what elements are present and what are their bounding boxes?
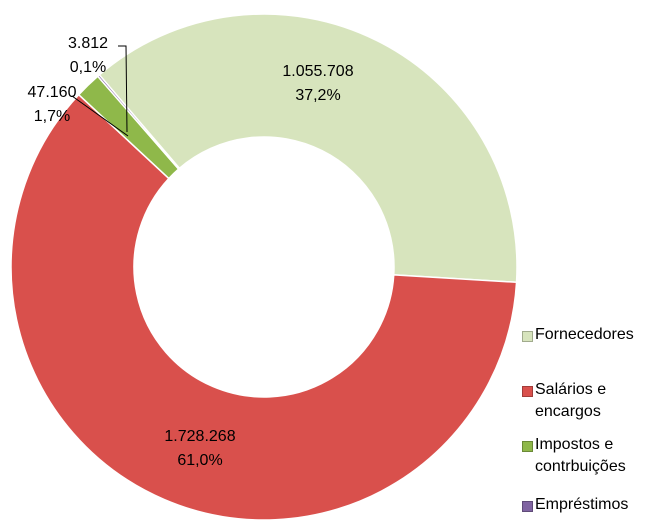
legend-item: Empréstimos [522, 494, 640, 516]
legend-item: Fornecedores [522, 324, 640, 346]
leader-line [118, 45, 128, 133]
legend-label: Fornecedores [535, 326, 634, 343]
value-label: 1.728.268 [164, 428, 235, 445]
legend-swatch [522, 501, 533, 512]
legend-item: Salários e encargos [522, 379, 640, 423]
legend-swatch [522, 441, 533, 452]
legend-swatch [522, 386, 533, 397]
legend-item: Impostos e contrbuições [522, 434, 640, 478]
donut-slice [10, 93, 518, 521]
legend-swatch [522, 331, 533, 342]
legend-label: Impostos e contrbuições [535, 436, 626, 475]
percent-label: 37,2% [295, 87, 340, 104]
donut-slice [96, 73, 181, 171]
value-label: 47.160 [28, 84, 77, 101]
value-label: 3.812 [68, 35, 108, 52]
donut-slice [98, 13, 518, 284]
value-label: 1.055.708 [282, 63, 353, 80]
percent-label: 1,7% [34, 108, 70, 125]
percent-label: 61,0% [177, 452, 222, 469]
leader-line [71, 95, 129, 137]
percent-label: 0,1% [70, 59, 106, 76]
legend-label: Salários e encargos [535, 381, 607, 420]
legend-label: Empréstimos [535, 496, 629, 513]
